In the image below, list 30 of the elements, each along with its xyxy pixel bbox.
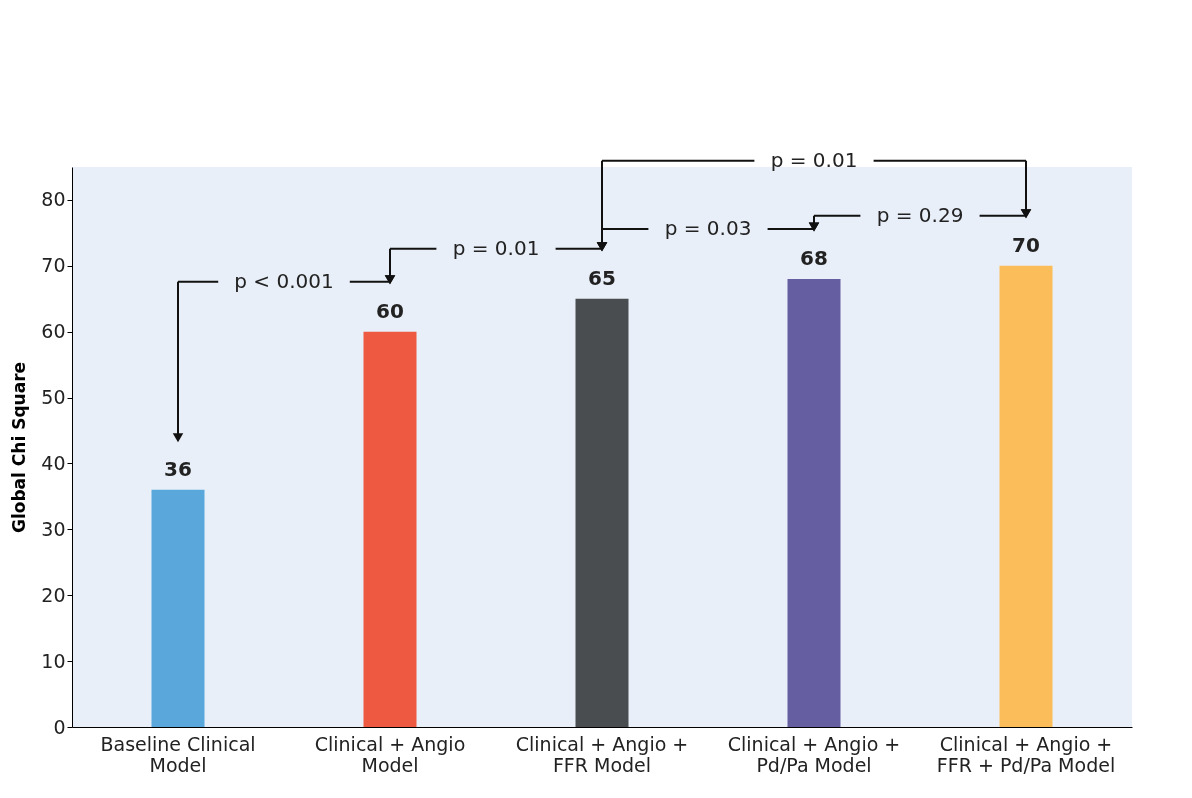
data-label: 70 bbox=[1012, 232, 1040, 257]
data-label: 36 bbox=[164, 456, 192, 481]
annotation: p = 0.03 bbox=[664, 216, 752, 240]
x-tick-label: Clinical + Angio Model bbox=[314, 732, 466, 776]
data-label: 65 bbox=[588, 265, 616, 290]
bar bbox=[575, 298, 629, 727]
bar bbox=[151, 489, 205, 727]
x-tick-label: Clinical + Angio + Pd/Pa Model bbox=[727, 732, 901, 776]
y-tick-label: 70 bbox=[41, 254, 66, 277]
x-tick-label: Clinical + Angio + FFR + Pd/Pa Model bbox=[936, 732, 1116, 776]
annotation: p = 0.01 bbox=[452, 235, 540, 260]
bar bbox=[787, 279, 841, 727]
x-tick-label: Baseline Clinical Model bbox=[100, 732, 256, 776]
y-tick-label: 50 bbox=[41, 386, 66, 409]
bar bbox=[999, 265, 1053, 727]
data-label: 60 bbox=[376, 298, 404, 323]
y-tick-label: 60 bbox=[41, 320, 66, 343]
data-label: 68 bbox=[800, 246, 828, 270]
y-tick-label: 80 bbox=[41, 188, 66, 211]
annotation: p = 0.29 bbox=[876, 202, 964, 227]
annotation: p < 0.001 bbox=[234, 268, 334, 293]
y-tick-label: 30 bbox=[41, 517, 66, 540]
bar bbox=[363, 331, 417, 727]
y-tick-label: 0 bbox=[53, 715, 66, 738]
y-axis-title: Global Chi Square bbox=[9, 361, 30, 534]
y-tick-label: 10 bbox=[41, 649, 66, 672]
y-tick-label: 40 bbox=[41, 451, 66, 474]
x-tick-label: Clinical + Angio + FFR Model bbox=[515, 732, 689, 776]
y-tick-label: 20 bbox=[41, 583, 66, 606]
annotation: p = 0.01 bbox=[770, 147, 858, 172]
